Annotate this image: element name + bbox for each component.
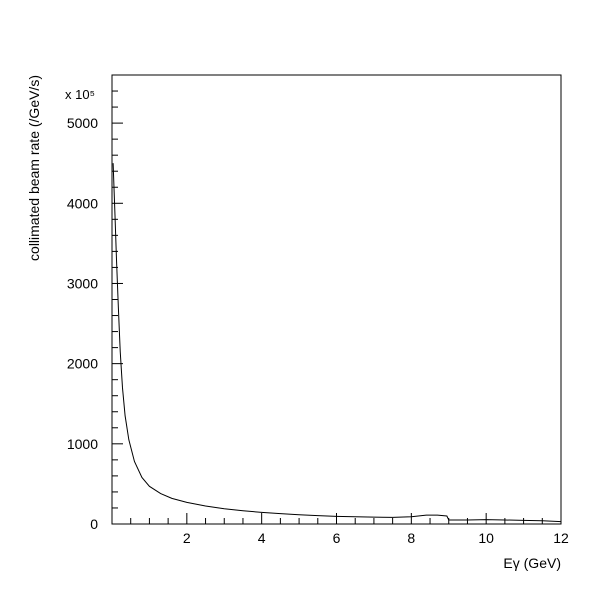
y-tick-label: 0	[90, 516, 98, 532]
x-tick-label: 2	[183, 530, 191, 546]
x-tick-label: 8	[407, 530, 415, 546]
x-axis-title: Eγ (GeV)	[503, 555, 561, 571]
x-tick-label: 12	[553, 530, 569, 546]
labels-layer: 2 4 6 8 10 12 0 1000 2000 3000 4000 5000	[67, 115, 569, 546]
x-tick-label: 4	[258, 530, 266, 546]
y-tick-label: 3000	[67, 275, 98, 291]
y-axis-title: collimated beam rate (/GeV/s)	[26, 75, 42, 261]
x-tick-label: 6	[333, 530, 341, 546]
y-tick-label: 4000	[67, 195, 98, 211]
y-tick-label: 5000	[67, 115, 98, 131]
y-tick-label: 1000	[67, 436, 98, 452]
y-scale-factor: x 10⁵	[65, 87, 95, 102]
x-tick-label: 10	[478, 530, 494, 546]
series-line	[112, 163, 562, 523]
y-tick-label: 2000	[67, 356, 98, 372]
